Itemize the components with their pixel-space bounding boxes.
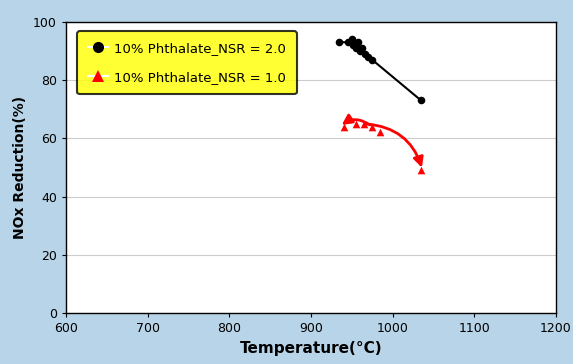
- Point: [354, 39, 363, 45]
- Point: [358, 45, 367, 51]
- Point: [360, 51, 370, 57]
- Point: [363, 54, 372, 60]
- Point: [351, 45, 360, 51]
- Point: [367, 57, 376, 63]
- Point: [359, 121, 368, 127]
- Point: [339, 124, 348, 130]
- Y-axis label: NOx Reduction(%): NOx Reduction(%): [13, 96, 28, 239]
- Legend: 10% Phthalate_NSR = 2.0, 10% Phthalate_NSR = 1.0: 10% Phthalate_NSR = 2.0, 10% Phthalate_N…: [77, 31, 297, 94]
- Point: [376, 130, 385, 135]
- Point: [417, 167, 426, 173]
- Point: [355, 48, 364, 54]
- Point: [349, 42, 358, 48]
- Point: [367, 124, 376, 130]
- Point: [417, 98, 426, 103]
- Point: [335, 39, 344, 45]
- Point: [343, 39, 352, 45]
- Point: [347, 36, 356, 42]
- Point: [351, 121, 360, 127]
- X-axis label: Temperature(°C): Temperature(°C): [240, 341, 382, 356]
